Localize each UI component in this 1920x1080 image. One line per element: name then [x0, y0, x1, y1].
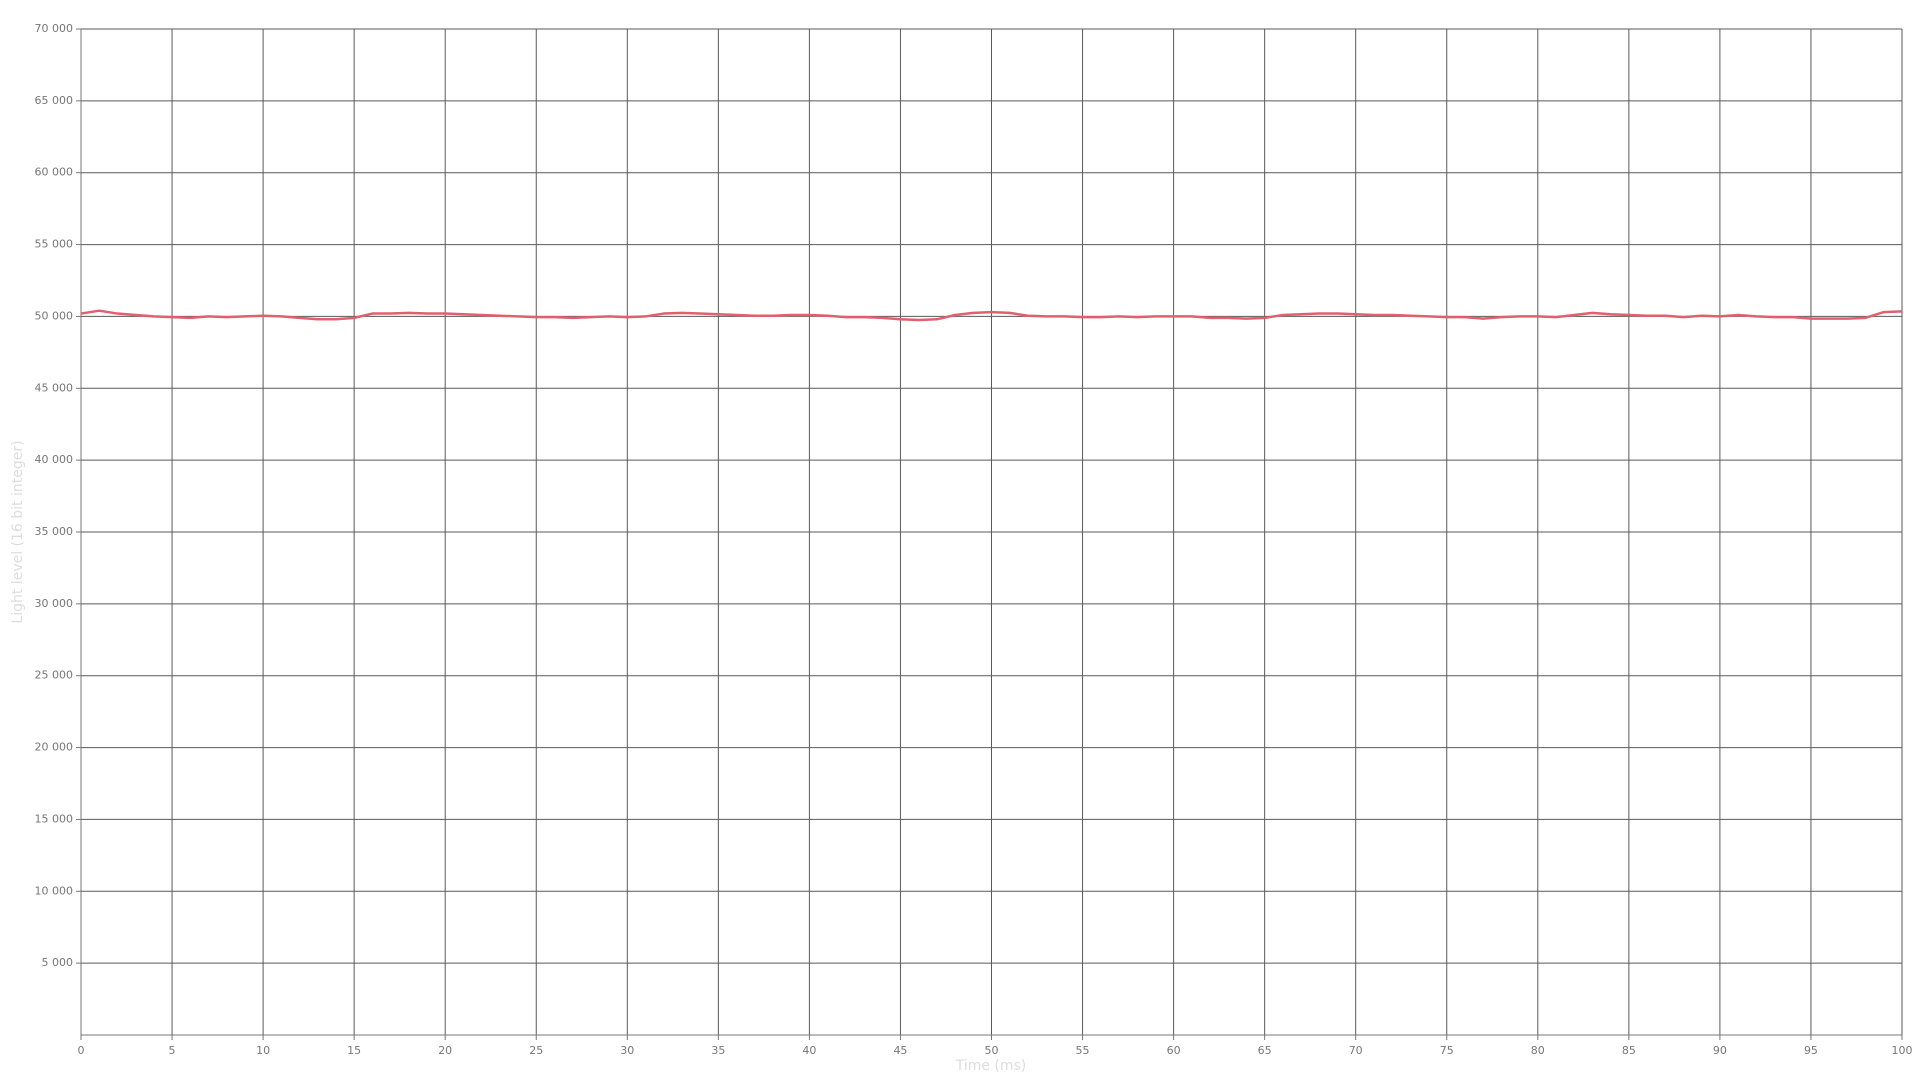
x-tick-label: 95	[1804, 1044, 1818, 1057]
x-tick-label: 75	[1440, 1044, 1454, 1057]
y-tick-label: 30 000	[35, 597, 74, 610]
x-tick-label: 65	[1258, 1044, 1272, 1057]
x-tick-label: 25	[529, 1044, 543, 1057]
y-tick-label: 55 000	[35, 238, 74, 251]
y-tick-label: 50 000	[35, 309, 74, 322]
x-tick-label: 30	[620, 1044, 634, 1057]
x-axis-title: Time (ms)	[955, 1058, 1027, 1074]
y-tick-label: 15 000	[35, 812, 74, 825]
y-tick-label: 25 000	[35, 669, 74, 682]
x-tick-label: 0	[78, 1044, 85, 1057]
y-tick-label: 5 000	[42, 956, 74, 969]
x-tick-label: 100	[1892, 1044, 1913, 1057]
x-tick-label: 50	[985, 1044, 999, 1057]
y-tick-label: 20 000	[35, 741, 74, 754]
x-tick-label: 15	[347, 1044, 361, 1057]
y-tick-label: 60 000	[35, 166, 74, 179]
y-tick-label: 45 000	[35, 381, 74, 394]
x-tick-label: 80	[1531, 1044, 1545, 1057]
data-line	[80, 309, 1903, 322]
x-tick-label: 20	[438, 1044, 452, 1057]
x-tick-label: 45	[893, 1044, 907, 1057]
y-tick-label: 70 000	[35, 22, 74, 35]
x-tick-label: 40	[802, 1044, 816, 1057]
x-tick-label: 55	[1076, 1044, 1090, 1057]
x-tick-label: 10	[256, 1044, 270, 1057]
x-tick-label: 5	[169, 1044, 176, 1057]
y-tick-label: 40 000	[35, 453, 74, 466]
x-tick-label: 60	[1167, 1044, 1181, 1057]
y-tick-label: 10 000	[35, 884, 74, 897]
x-tick-label: 70	[1349, 1044, 1363, 1057]
y-axis-title: Light level (16 bit integer)	[10, 440, 26, 623]
x-tick-label: 85	[1622, 1044, 1636, 1057]
y-tick-label: 35 000	[35, 525, 74, 538]
y-tick-label: 65 000	[35, 94, 74, 107]
x-tick-label: 35	[711, 1044, 725, 1057]
x-tick-label: 90	[1713, 1044, 1727, 1057]
